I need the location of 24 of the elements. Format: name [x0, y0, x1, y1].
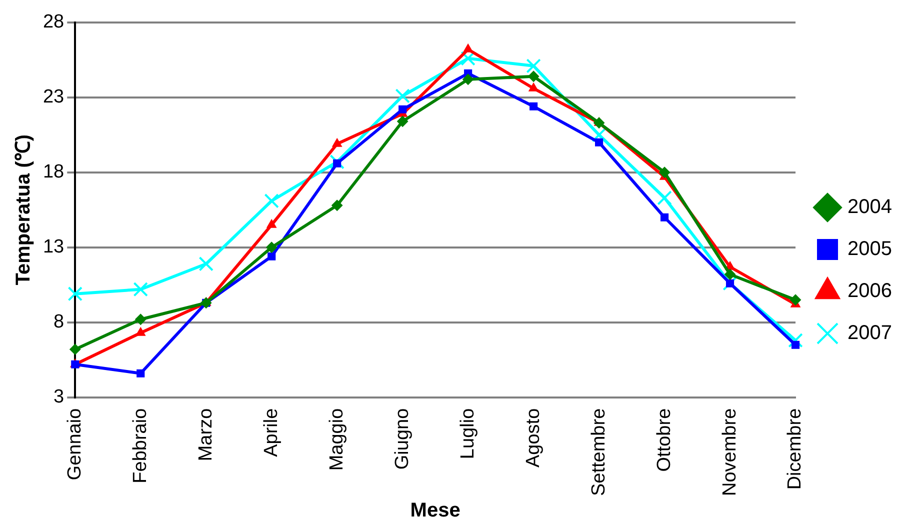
x-tick-label: Ottobre	[654, 408, 675, 472]
x-tick-label: Luglio	[457, 408, 478, 460]
y-tick-label: 18	[42, 162, 64, 183]
x-tick-label: Marzo	[195, 408, 216, 462]
x-tick-label: Dicembre	[784, 408, 806, 490]
legend-label: 2006	[848, 280, 892, 302]
x-axis-title: Mese	[410, 500, 460, 522]
legend-label: 2004	[848, 196, 892, 218]
y-tick-label: 13	[42, 236, 64, 258]
legend-label: 2007	[848, 322, 892, 344]
x-tick-label: Maggio	[326, 408, 348, 471]
y-tick-label: 28	[42, 12, 64, 33]
y-axis-title: Temperatua (℃)	[12, 134, 35, 286]
legend-label: 2005	[848, 238, 892, 260]
x-tick-label: Settembre	[588, 408, 610, 496]
x-tick-label: Aprile	[260, 408, 282, 457]
y-tick-label: 3	[54, 386, 64, 408]
x-tick-label: Agosto	[522, 408, 544, 468]
y-tick-label: 8	[54, 312, 64, 333]
x-tick-label: Novembre	[719, 408, 740, 496]
x-tick-label: Giugno	[392, 408, 413, 470]
x-tick-label: Gennaio	[64, 408, 86, 480]
y-tick-label: 23	[42, 86, 64, 108]
x-tick-label: Febbraio	[130, 408, 151, 484]
